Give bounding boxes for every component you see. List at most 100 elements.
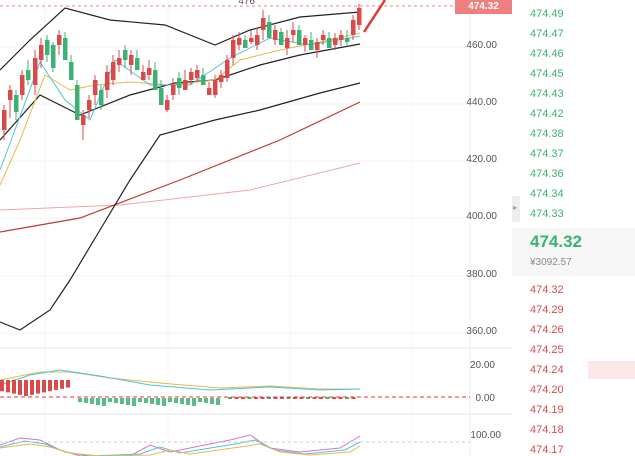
candle-body: [2, 110, 7, 130]
macd-bar: [216, 398, 220, 405]
macd-bar: [144, 398, 148, 403]
candlestick-chart[interactable]: [0, 0, 512, 456]
candle-body: [231, 40, 236, 58]
bid-price[interactable]: 474.47: [530, 28, 564, 40]
candle-body: [75, 85, 80, 120]
bid-price[interactable]: 474.46: [530, 48, 564, 60]
macd-bar: [338, 397, 343, 399]
candle-body: [297, 30, 302, 45]
candle-body: [81, 115, 86, 125]
ask-price[interactable]: 474.26: [530, 324, 564, 336]
macd-bar: [156, 398, 160, 405]
bid-price[interactable]: 474.36: [530, 168, 564, 180]
candle-body: [93, 80, 98, 95]
ask-price[interactable]: 474.17: [530, 444, 564, 456]
macd-bar: [90, 398, 94, 404]
candle-body: [339, 35, 344, 40]
bid-price[interactable]: 474.43: [530, 88, 564, 100]
macd-bar: [293, 397, 297, 399]
last-price: 474.32: [530, 232, 582, 251]
candle-body: [279, 32, 284, 45]
order-book-panel: ▸ 474.49 474.47 474.46 474.45 474.43 474…: [512, 0, 635, 456]
macd-bar: [114, 398, 118, 403]
macd-bar: [168, 398, 172, 402]
macd-bar: [120, 398, 124, 404]
candle-body: [327, 38, 332, 48]
bid-price[interactable]: 474.45: [530, 68, 564, 80]
macd-axis-label: 0.00: [475, 393, 495, 404]
candle-body: [123, 50, 128, 60]
macd-bar: [299, 397, 304, 399]
macd-bar: [325, 397, 330, 399]
ask-price[interactable]: 474.19: [530, 404, 564, 416]
bollinger-middle: [0, 43, 361, 141]
macd-bar: [267, 397, 271, 399]
depth-volume-bar: [588, 361, 635, 379]
candle-body: [171, 85, 176, 95]
macd-bar: [228, 397, 232, 399]
macd-bar: [132, 398, 136, 406]
candle-body: [207, 88, 212, 95]
macd-bar: [241, 397, 245, 399]
candle-body: [285, 38, 290, 48]
collapse-panel-button[interactable]: ▸: [512, 196, 520, 222]
price-axis-label: 380.00: [466, 269, 497, 280]
macd-bar: [198, 398, 202, 402]
candle-body: [225, 60, 230, 78]
candle-body: [99, 90, 104, 105]
macd-bar: [48, 380, 52, 392]
bid-price[interactable]: 474.33: [530, 208, 564, 220]
price-axis-label: 460.00: [466, 40, 497, 51]
candle-body: [33, 58, 38, 85]
candle-body: [291, 30, 296, 35]
macd-bar: [174, 398, 178, 403]
macd-diff-line: [0, 369, 361, 391]
last-price-cny: ¥3092.57: [530, 257, 572, 268]
bid-price[interactable]: 474.49: [530, 8, 564, 20]
ask-price[interactable]: 474.18: [530, 424, 564, 436]
top-truncated-label: 476: [238, 0, 255, 7]
candle-body: [57, 35, 62, 45]
price-axis-label: 360.00: [466, 326, 497, 337]
macd-bar: [162, 398, 166, 406]
macd-bar: [12, 380, 16, 394]
candle-body: [111, 62, 116, 80]
bid-price[interactable]: 474.42: [530, 108, 564, 120]
candle-body: [26, 70, 31, 80]
macd-bar: [0, 380, 4, 392]
bid-price[interactable]: 474.34: [530, 188, 564, 200]
candle-body: [189, 72, 194, 80]
macd-bar: [351, 397, 356, 399]
macd-bar: [210, 398, 214, 404]
macd-bar: [254, 397, 258, 399]
macd-bar: [306, 397, 310, 399]
macd-bar: [280, 397, 284, 399]
macd-panel: [0, 380, 470, 406]
candle-body: [315, 42, 320, 50]
ask-price[interactable]: 474.25: [530, 344, 564, 356]
candle-body: [333, 38, 338, 45]
bollinger-upper: [0, 7, 361, 71]
bid-price[interactable]: 474.38: [530, 128, 564, 140]
macd-bar: [345, 397, 349, 399]
ask-price[interactable]: 474.20: [530, 384, 564, 396]
candle-body: [20, 75, 25, 95]
current-price-tag: 474.32: [455, 0, 512, 14]
chart-grid: [0, 0, 512, 456]
macd-bar: [60, 380, 64, 389]
candle-body: [165, 100, 170, 110]
ask-price[interactable]: 474.24: [530, 364, 564, 376]
ask-price[interactable]: 474.29: [530, 304, 564, 316]
chevron-right-icon: ▸: [513, 203, 518, 212]
candle-body: [267, 22, 272, 38]
bollinger-lower: [0, 82, 361, 331]
ma-line-mid: [0, 101, 361, 233]
macd-bar: [24, 380, 28, 396]
ask-price[interactable]: 474.32: [530, 284, 564, 296]
macd-bar: [180, 398, 184, 404]
macd-bar: [84, 398, 88, 403]
macd-bar: [126, 398, 130, 405]
bid-price[interactable]: 474.37: [530, 148, 564, 160]
candle-body: [14, 95, 19, 112]
